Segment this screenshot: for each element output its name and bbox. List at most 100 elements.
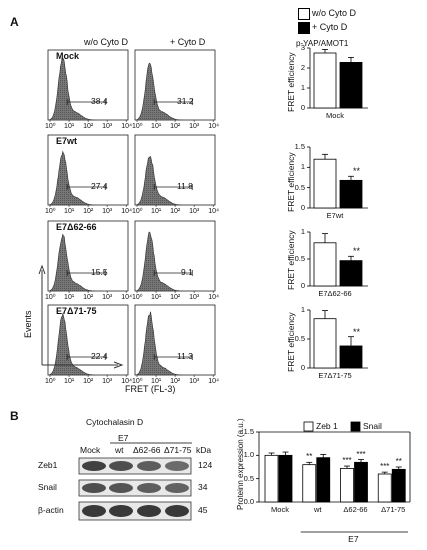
significance-marker: ** <box>395 457 402 466</box>
e7-group-label: E7 <box>348 534 359 544</box>
bar-without-cytod <box>313 158 337 209</box>
x-tick-label: 10³ <box>189 378 200 385</box>
significance-marker: ** <box>306 452 313 462</box>
significance-marker: ** <box>353 326 361 337</box>
fret-chart <box>307 146 368 209</box>
significance-marker: ** <box>353 166 361 177</box>
legend-swatch-without <box>298 8 310 20</box>
flow-histograms <box>47 49 216 377</box>
legend-swatch-zeb1 <box>303 421 314 432</box>
bar-without-cytod <box>313 52 337 109</box>
blot-band <box>137 483 161 493</box>
bar-zeb1 <box>264 454 279 503</box>
x-tick-label: 10¹ <box>151 294 162 301</box>
blot-membrane <box>78 501 192 521</box>
x-tick-label: 10² <box>83 123 94 130</box>
pct-mock-with: 31.2 <box>177 96 194 106</box>
bar-snail <box>316 457 331 503</box>
y-tick-label: 1.5 <box>243 427 254 436</box>
legend-label-snail: Snail <box>363 421 382 431</box>
category-label: Δ71-75 <box>381 505 406 514</box>
bar-zeb1 <box>302 464 317 503</box>
histogram-distribution <box>49 150 96 206</box>
x-tick-label: 10⁴ <box>208 208 219 215</box>
legend-swatch-snail <box>350 421 361 432</box>
x-tick-label: 10⁴ <box>121 294 132 301</box>
legend-swatch-with <box>298 22 310 34</box>
axis-arrows <box>38 264 124 369</box>
blot-band <box>165 505 189 517</box>
y-tick-label: 0 <box>300 203 305 212</box>
x-tick-label: 10² <box>170 123 181 130</box>
y-tick-label: 1 <box>300 162 305 172</box>
bar-with-cytod <box>339 62 363 109</box>
histogram-distribution <box>136 155 183 206</box>
blot-band <box>109 505 133 517</box>
histogram-panel <box>47 49 129 122</box>
significance-marker: *** <box>356 449 366 459</box>
fret-chart-ylabel: FRET efficiency <box>286 230 296 290</box>
column-header-with-cytod: + Cyto D <box>170 37 206 47</box>
blot-kda-value: 45 <box>198 505 208 515</box>
lane-label: Mock <box>80 445 101 455</box>
x-tick-label: 10² <box>170 208 181 215</box>
bar-zeb1 <box>377 473 392 503</box>
row-label-e7-d71-75: E7Δ71-75 <box>56 306 97 316</box>
x-tick-label: 10⁴ <box>208 294 219 301</box>
blot-strip <box>78 501 192 521</box>
blot-band <box>109 461 133 471</box>
histogram-panel <box>47 134 129 207</box>
fret-chart-xlabel: E7Δ62-66 <box>318 289 352 298</box>
fret-axis-label: FRET (FL-3) <box>125 384 176 394</box>
fret-chart <box>307 309 368 369</box>
row-label-e7-d62-66: E7Δ62-66 <box>56 222 97 232</box>
legend-label-with: + Cyto D <box>312 22 348 32</box>
x-tick-label: 10⁰ <box>132 208 143 215</box>
pct-d62-with: 9.1 <box>181 267 193 277</box>
histogram-distribution <box>136 311 183 376</box>
pct-d71-with: 11.3 <box>177 351 193 361</box>
category-label: Δ62-66 <box>343 505 368 514</box>
lane-label: Δ71-75 <box>164 445 192 455</box>
x-tick-label: 10¹ <box>64 123 75 130</box>
x-tick-label: 10² <box>170 294 181 301</box>
x-tick-label: 10² <box>170 378 181 385</box>
kda-header: kDa <box>196 445 212 455</box>
y-tick-label: 0 <box>300 103 305 112</box>
blot-protein-label: β-actin <box>38 505 64 515</box>
histogram-panel <box>47 304 129 377</box>
pct-mock-without: 38.4 <box>91 96 108 106</box>
histogram-panel <box>134 49 216 122</box>
x-tick-label: 10³ <box>102 378 113 385</box>
category-label: wt <box>314 505 322 514</box>
significance-marker: *** <box>380 462 390 472</box>
protein-chart-ylabel: Proteinn expression (a.u.) <box>236 418 245 510</box>
legend-label-zeb1: Zeb 1 <box>316 421 338 431</box>
row-label-mock: Mock <box>56 51 80 61</box>
blot-band <box>165 483 189 493</box>
panel-b-label: B <box>10 409 19 423</box>
x-tick-label: 10² <box>83 378 94 385</box>
y-tick-label: 1.5 <box>294 142 305 151</box>
histogram-panel <box>134 220 216 293</box>
lane-label: wt <box>115 445 124 455</box>
y-tick-label: 0 <box>300 281 305 290</box>
lane-label: Δ62-66 <box>133 445 161 455</box>
x-tick-label: 10⁰ <box>132 378 143 385</box>
fret-chart-title: p-YAP/AMOT1 <box>296 39 349 48</box>
y-tick-label: 3 <box>300 43 305 52</box>
x-tick-label: 10³ <box>189 123 200 130</box>
y-tick-label: 2 <box>300 63 305 72</box>
y-tick-label: 0.5 <box>294 182 305 192</box>
histogram-panel <box>134 304 216 377</box>
blot-band <box>137 461 161 471</box>
x-tick-label: 10¹ <box>151 378 162 385</box>
x-tick-label: 10⁰ <box>45 294 56 301</box>
legend-label-without: w/o Cyto D <box>312 8 357 18</box>
blot-kda-value: 124 <box>198 460 213 470</box>
x-tick-label: 10⁴ <box>208 123 219 130</box>
blot-membrane <box>78 457 192 475</box>
bar-snail <box>391 468 406 503</box>
panel-a-label: A <box>10 15 19 29</box>
pct-d62-without: 15.5 <box>91 267 108 277</box>
